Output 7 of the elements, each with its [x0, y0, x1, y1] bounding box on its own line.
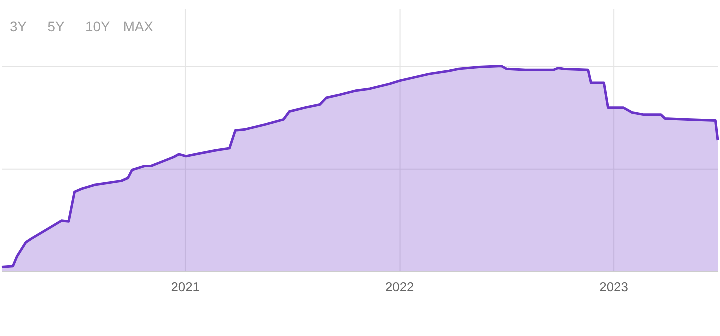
text: MAX [123, 18, 154, 35]
text: 5Y [48, 18, 65, 35]
x-tick-label: 2023 [600, 280, 628, 295]
text: 3Y [10, 18, 27, 35]
x-tick-label: 2021 [171, 280, 200, 295]
x-tick-label: 2022 [385, 280, 414, 295]
text: 10Y [86, 18, 110, 35]
